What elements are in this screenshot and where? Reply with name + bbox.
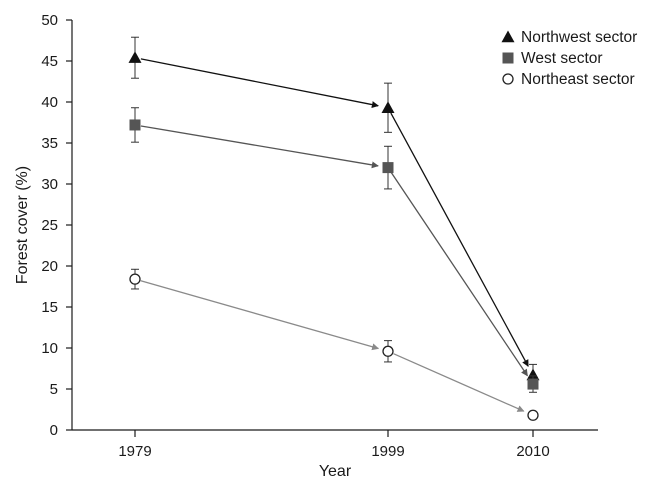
series-square-points <box>129 107 539 393</box>
y-tick-label: 15 <box>41 299 58 316</box>
data-point-triangle <box>381 101 395 113</box>
data-point-square <box>129 119 141 131</box>
series-triangle-points <box>128 36 540 387</box>
x-tick-label: 2010 <box>516 443 549 460</box>
x-tick-label: 1979 <box>118 443 151 460</box>
y-tick-label: 40 <box>41 94 58 111</box>
y-tick-label: 0 <box>50 422 58 439</box>
legend-label: Northeast sector <box>521 71 635 88</box>
plot-area <box>128 36 540 421</box>
series-line-segment <box>390 112 529 367</box>
legend-marker-square <box>502 52 514 64</box>
series-line-segment <box>390 172 528 377</box>
y-tick-label: 20 <box>41 258 58 275</box>
series-square-line-group <box>140 125 528 377</box>
data-point-square <box>382 162 394 174</box>
series-triangle-line-group <box>140 58 529 367</box>
data-point-square <box>527 378 539 390</box>
series-line-segment <box>393 353 525 412</box>
y-axis-title: Forest cover (%) <box>14 166 31 284</box>
series-open-circle-points <box>129 268 539 421</box>
y-tick-label: 10 <box>41 340 58 357</box>
legend-marker-triangle <box>501 30 515 43</box>
axes: 0 5 10 15 20 25 30 35 40 45 50 1979 1999 2010 <box>41 12 598 460</box>
y-ticks: 0 5 10 15 20 25 30 35 40 45 50 <box>41 12 72 439</box>
y-tick-label: 5 <box>50 381 58 398</box>
data-point-triangle <box>128 51 142 63</box>
x-ticks: 1979 1999 2010 <box>118 430 550 460</box>
y-tick-label: 50 <box>41 12 58 29</box>
series-line-segment <box>140 125 379 169</box>
y-tick-label: 30 <box>41 176 58 193</box>
y-tick-label: 45 <box>41 53 58 70</box>
data-point-open-circle <box>382 345 394 357</box>
x-tick-label: 1999 <box>371 443 404 460</box>
legend-marker-open-circle <box>502 73 514 85</box>
legend-label: Northwest sector <box>521 29 637 46</box>
data-point-open-circle <box>527 409 539 421</box>
series-line-segment <box>140 280 380 351</box>
y-tick-label: 25 <box>41 217 58 234</box>
y-tick-label: 35 <box>41 135 58 152</box>
data-point-triangle <box>526 368 540 381</box>
series-line-segment <box>140 58 379 109</box>
data-point-open-circle <box>129 273 141 285</box>
x-axis-title: Year <box>319 463 352 480</box>
legend: Northwest sector West sector Northeast sec… <box>501 29 637 88</box>
legend-label: West sector <box>521 50 603 67</box>
series-open-circle-line-group <box>140 280 525 412</box>
